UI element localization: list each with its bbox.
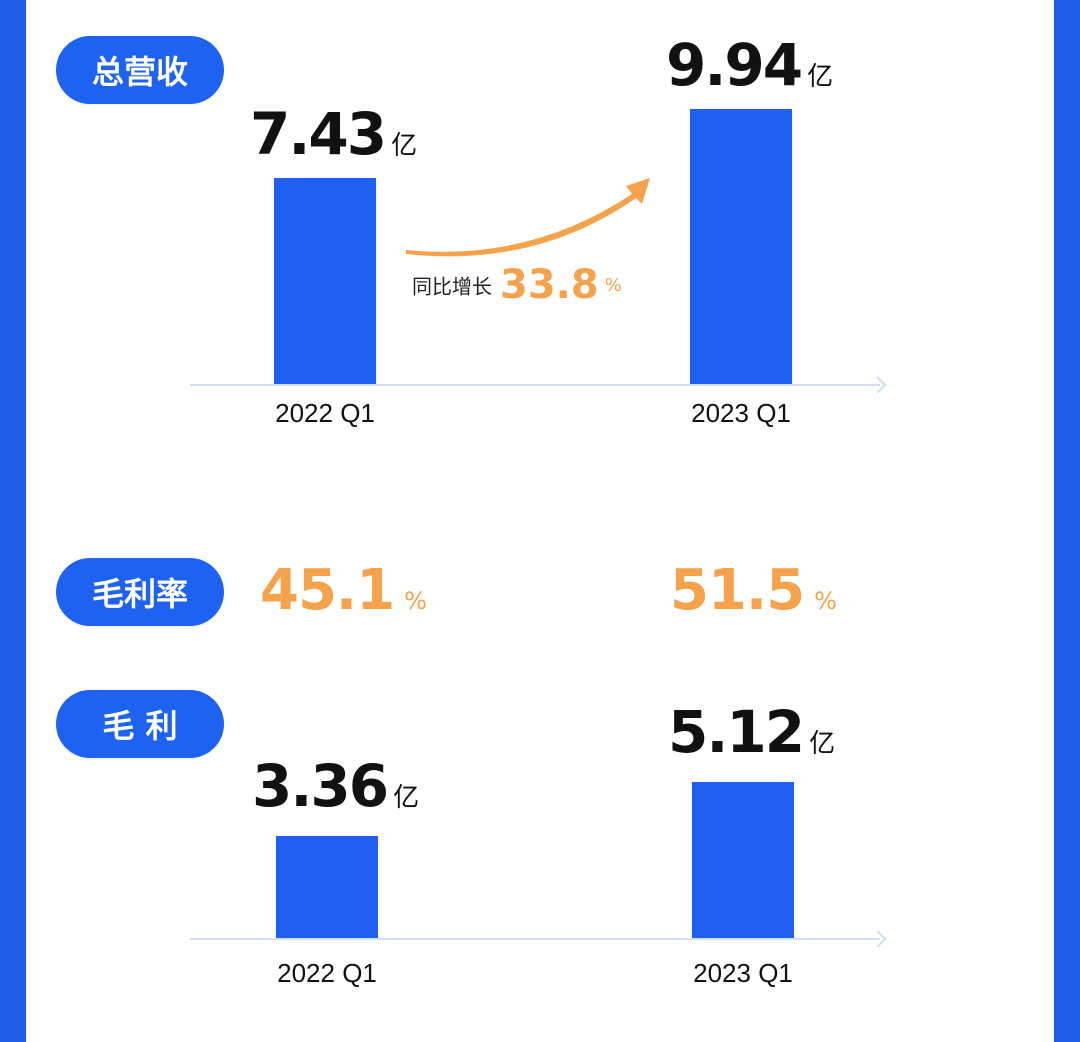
- growth-arrow-icon: [406, 178, 650, 257]
- growth-unit: %: [604, 274, 622, 296]
- growth-label: 同比增长: [412, 274, 492, 299]
- value-unit: 亿: [809, 729, 836, 760]
- revenue-title-pill: 总营收: [56, 36, 224, 104]
- gross-profit-bar-2023: [692, 782, 794, 938]
- gross-profit-title: 毛 利: [102, 707, 178, 745]
- value-number: 7.43: [250, 100, 387, 169]
- gross-profit-tick-2023: 2023 Q1: [693, 958, 793, 988]
- revenue-value-2022: 7.43 亿: [250, 100, 417, 168]
- gross-profit-value-2023: 5.12 亿: [668, 698, 835, 766]
- gross-profit-tick-2022: 2022 Q1: [277, 958, 377, 988]
- gross-profit-axis-line: [190, 938, 880, 940]
- value-number: 3.36: [252, 751, 389, 820]
- value-unit: 亿: [807, 61, 834, 92]
- margin-rate-number: 45.1: [260, 558, 395, 623]
- margin-rate-2023: 51.5%: [670, 558, 837, 623]
- margin-rate-title: 毛利率: [91, 575, 188, 613]
- infographic-panel: [26, 0, 1054, 1042]
- value-number: 5.12: [668, 698, 805, 767]
- growth-annotation: 同比增长 33.8%: [412, 262, 622, 308]
- margin-rate-number: 51.5: [670, 558, 805, 623]
- margin-rate-2022: 45.1%: [260, 558, 427, 623]
- revenue-tick-2023: 2023 Q1: [691, 398, 791, 428]
- revenue-bar-2022: [274, 178, 376, 384]
- revenue-title: 总营收: [91, 53, 188, 91]
- value-unit: 亿: [393, 782, 420, 813]
- margin-rate-unit: %: [814, 587, 837, 615]
- margin-rate-title-pill: 毛利率: [56, 558, 224, 626]
- gross-profit-bar-2022: [276, 835, 378, 938]
- revenue-bar-2023: [690, 108, 792, 384]
- gross-profit-value-2022: 3.36 亿: [252, 752, 419, 820]
- revenue-value-2023: 9.94 亿: [666, 31, 833, 99]
- value-unit: 亿: [391, 131, 418, 162]
- gross-profit-title-pill: 毛 利: [56, 690, 224, 758]
- revenue-axis-line: [190, 384, 880, 386]
- revenue-tick-2022: 2022 Q1: [275, 398, 375, 428]
- growth-value: 33.8: [500, 262, 599, 308]
- value-number: 9.94: [666, 30, 803, 99]
- margin-rate-unit: %: [404, 587, 427, 615]
